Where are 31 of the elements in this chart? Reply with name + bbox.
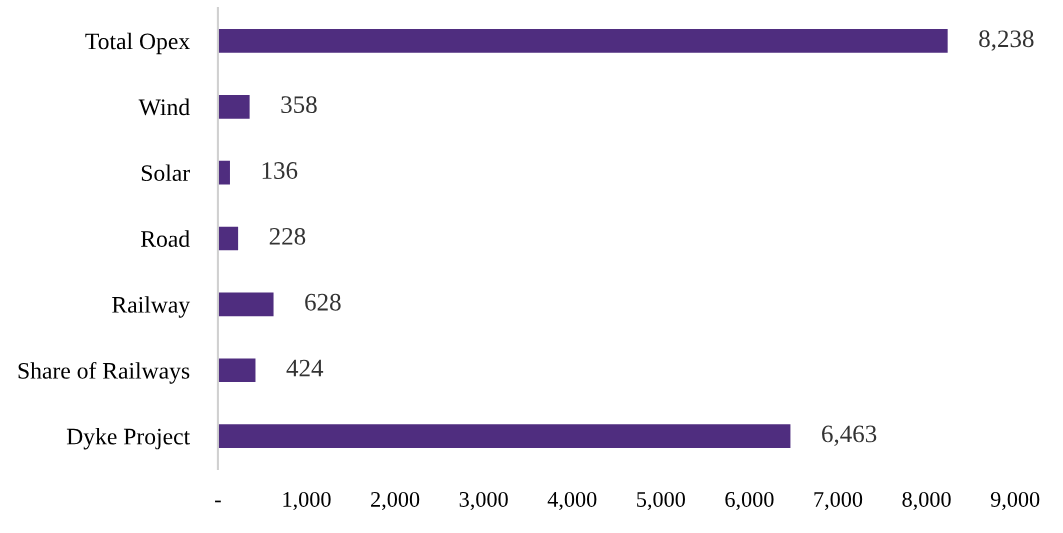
x-tick-label: 4,000 — [547, 491, 597, 511]
x-tick-label: 5,000 — [637, 491, 685, 511]
bar — [217, 94, 250, 119]
bar — [217, 292, 274, 317]
y-tick-label: Road — [140, 230, 190, 247]
x-tick-label: 8,000 — [902, 491, 951, 511]
data-label: 358 — [281, 96, 317, 114]
y-tick-label: Total Opex — [85, 32, 190, 55]
data-label: 8,238 — [979, 30, 1034, 51]
x-tick-label: - — [215, 500, 221, 503]
x-tick-label: 1,000 — [283, 491, 331, 511]
y-tick-label: Wind — [138, 98, 190, 116]
y-tick-label: Dyke Project — [66, 427, 190, 450]
data-label: 628 — [305, 293, 341, 311]
bar — [217, 29, 948, 53]
x-tick-label: 7,000 — [814, 491, 863, 511]
y-tick-label: Solar — [141, 164, 190, 182]
bar — [217, 358, 256, 383]
data-label: 136 — [262, 162, 298, 179]
data-label: 6,463 — [822, 425, 877, 446]
x-tick-label: 2,000 — [371, 491, 420, 511]
y-tick-label: Share of Railways — [18, 361, 190, 384]
x-tick-label: 3,000 — [459, 491, 508, 511]
y-tick-label: Railway — [112, 296, 191, 318]
data-label: 424 — [286, 359, 324, 377]
x-tick-label: 9,000 — [990, 491, 1040, 511]
x-tick-label: 6,000 — [725, 491, 774, 511]
bar — [217, 160, 230, 185]
bar — [217, 424, 791, 448]
data-label: 228 — [269, 227, 306, 245]
bar — [217, 226, 239, 251]
